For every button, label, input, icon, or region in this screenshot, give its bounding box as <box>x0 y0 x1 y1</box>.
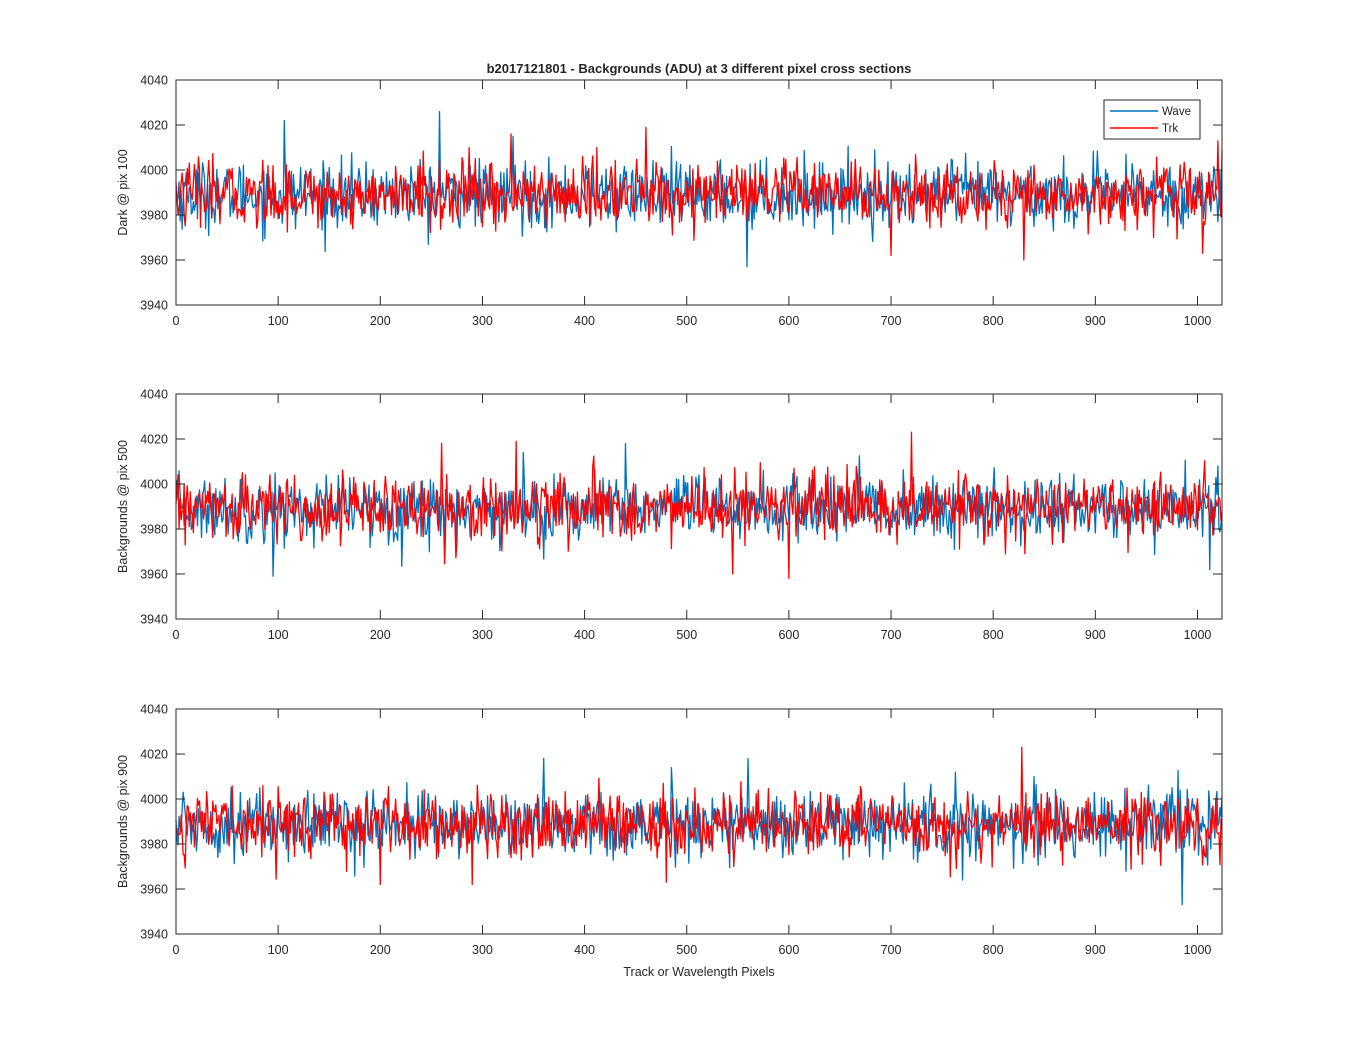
x-tick-label: 900 <box>1085 943 1106 957</box>
axes-box-1 <box>175 79 1223 306</box>
figure-title: b2017121801 - Backgrounds (ADU) at 3 dif… <box>487 61 912 76</box>
y-tick-label: 3960 <box>140 254 168 268</box>
y-tick-label: 3960 <box>140 883 168 897</box>
y-tick-label: 4040 <box>140 388 168 402</box>
x-tick-label: 800 <box>983 628 1004 642</box>
x-tick-label: 100 <box>268 943 289 957</box>
axes-box-3 <box>175 708 1223 935</box>
y-tick-label: 3960 <box>140 568 168 582</box>
x-tick-label: 200 <box>370 628 391 642</box>
x-tick-label: 1000 <box>1184 943 1212 957</box>
y-tick-label: 4020 <box>140 433 168 447</box>
y-tick-label: 3940 <box>140 613 168 627</box>
x-tick-label: 1000 <box>1184 628 1212 642</box>
x-tick-label: 0 <box>173 314 180 328</box>
legend-box <box>1103 99 1201 140</box>
x-tick-label: 200 <box>370 314 391 328</box>
x-tick-label: 300 <box>472 628 493 642</box>
x-tick-label: 900 <box>1085 628 1106 642</box>
series-line-trk-3 <box>175 746 1223 886</box>
y-tick-label: 4000 <box>140 164 168 178</box>
y-tick-label: 4040 <box>140 703 168 717</box>
x-tick-label: 400 <box>574 314 595 328</box>
x-tick-label: 100 <box>268 314 289 328</box>
x-tick-label: 600 <box>778 628 799 642</box>
legend: Wave Trk <box>1103 99 1201 140</box>
y-tick-label: 4000 <box>140 793 168 807</box>
x-tick-label: 0 <box>173 628 180 642</box>
series-line-trk-1 <box>175 126 1223 261</box>
x-tick-label: 600 <box>778 314 799 328</box>
y-axis-label-3: Backgrounds @ pix 900 <box>116 755 130 888</box>
x-tick-label: 100 <box>268 628 289 642</box>
subplot-3: 0 100 200 300 400 500 600 700 800 900 1000 3940 3960… <box>116 703 1223 957</box>
y-tick-label: 3980 <box>140 838 168 852</box>
x-tick-label: 800 <box>983 943 1004 957</box>
y-tick-label: 4020 <box>140 748 168 762</box>
series-line-trk-2 <box>175 431 1223 580</box>
subplot-1: 0 100 200 300 400 500 600 700 800 900 1000 3940 3960… <box>116 74 1223 328</box>
x-tick-label: 700 <box>881 628 902 642</box>
legend-label-trk: Trk <box>1162 123 1178 135</box>
y-tick-label: 4020 <box>140 119 168 133</box>
x-tick-label: 0 <box>173 943 180 957</box>
y-tick-label: 3980 <box>140 523 168 537</box>
y-axis-label-1: Dark @ pix 100 <box>116 149 130 235</box>
x-tick-label: 700 <box>881 314 902 328</box>
legend-label-wave: Wave <box>1162 106 1191 118</box>
x-tick-label: 1000 <box>1184 314 1212 328</box>
x-tick-label: 400 <box>574 943 595 957</box>
x-tick-label: 300 <box>472 314 493 328</box>
x-tick-label: 600 <box>778 943 799 957</box>
y-tick-label: 4000 <box>140 478 168 492</box>
subplot-2: 0 100 200 300 400 500 600 700 800 900 1000 3940 3960… <box>116 388 1223 642</box>
x-tick-label: 500 <box>676 628 697 642</box>
x-tick-label: 500 <box>676 943 697 957</box>
y-tick-label: 3940 <box>140 928 168 942</box>
x-tick-label: 300 <box>472 943 493 957</box>
x-tick-label: 900 <box>1085 314 1106 328</box>
x-axis-label: Track or Wavelength Pixels <box>623 965 774 979</box>
x-tick-label: 500 <box>676 314 697 328</box>
y-axis-label-2: Backgrounds @ pix 500 <box>116 440 130 573</box>
axes-box-2 <box>175 393 1223 620</box>
x-tick-label: 700 <box>881 943 902 957</box>
y-tick-label: 4040 <box>140 74 168 88</box>
y-tick-label: 3980 <box>140 209 168 223</box>
x-tick-label: 800 <box>983 314 1004 328</box>
x-tick-label: 400 <box>574 628 595 642</box>
x-tick-label: 200 <box>370 943 391 957</box>
series-line-wave-2 <box>175 442 1223 577</box>
y-tick-label: 3940 <box>140 299 168 313</box>
